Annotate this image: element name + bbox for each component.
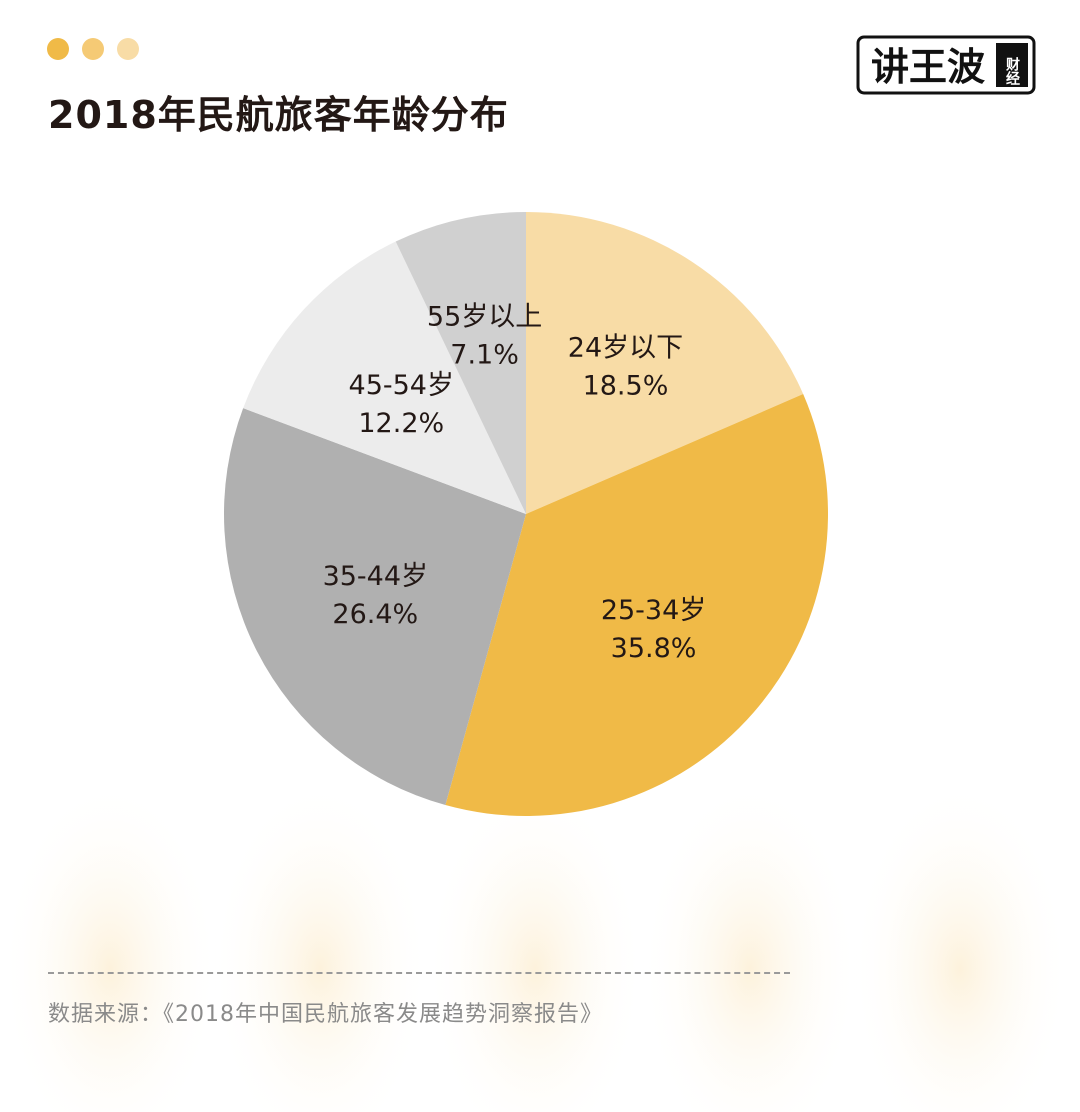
pie-slice xyxy=(395,212,526,514)
header-dots xyxy=(47,38,139,60)
brand-logo: 讲王波 财经 xyxy=(856,35,1036,95)
slice-value-label: 12.2% xyxy=(358,408,444,439)
slice-category-label: 45-54岁 xyxy=(349,370,454,401)
pie-slice xyxy=(526,212,804,514)
pie-slice xyxy=(224,408,526,806)
logo-main-text: 讲王波 xyxy=(871,45,985,89)
logo-sub-text-1: 财经 xyxy=(1004,56,1021,85)
pie-slice xyxy=(243,241,527,514)
header-dot xyxy=(117,38,139,60)
pie-slice xyxy=(445,394,828,816)
data-source: 数据来源：《2018年中国民航旅客发展趋势洞察报告》 xyxy=(48,1002,603,1027)
header-dot xyxy=(82,38,104,60)
slice-category-label: 55岁以上 xyxy=(427,301,542,332)
slice-category-label: 25-34岁 xyxy=(601,595,706,626)
slice-category-label: 24岁以下 xyxy=(568,333,683,364)
slice-value-label: 26.4% xyxy=(332,599,418,630)
slice-value-label: 18.5% xyxy=(583,371,669,402)
slice-category-label: 35-44岁 xyxy=(323,561,428,592)
slice-value-label: 35.8% xyxy=(611,633,697,664)
header-dot xyxy=(47,38,69,60)
slice-value-label: 7.1% xyxy=(450,339,519,370)
page-title: 2018年民航旅客年龄分布 xyxy=(48,93,509,137)
footer-divider xyxy=(48,972,790,974)
